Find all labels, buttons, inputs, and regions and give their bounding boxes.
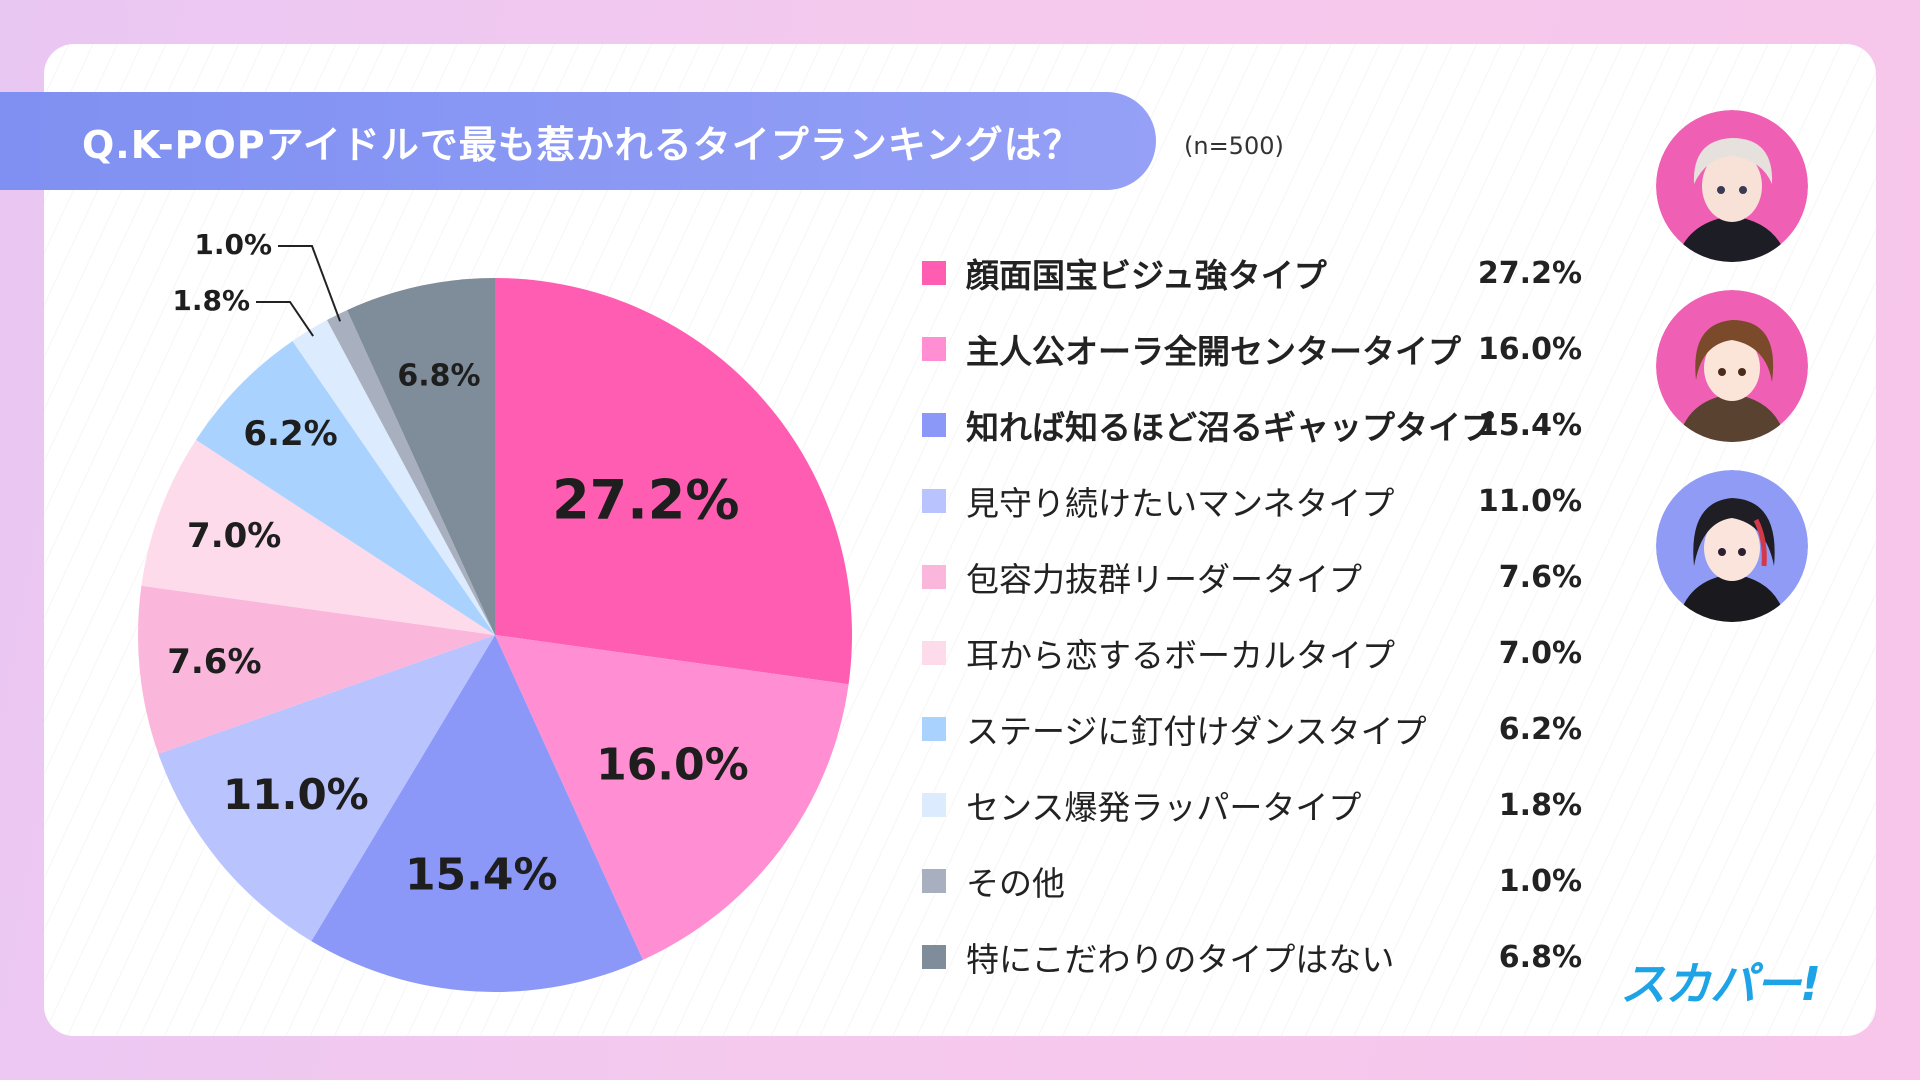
legend-item-4: 包容力抜群リーダータイプ 7.6% <box>922 539 1582 615</box>
legend-swatch <box>922 717 946 741</box>
legend-value: 6.8% <box>1498 939 1582 975</box>
pie-slice-5 <box>141 439 495 635</box>
legend-swatch <box>922 565 946 589</box>
slice-label-0: 27.2% <box>552 468 739 531</box>
silver-haired-idol-avatar <box>1656 110 1808 262</box>
legend-item-7: センス爆発ラッパータイプ 1.8% <box>922 767 1582 843</box>
slice-label-9: 6.8% <box>397 358 480 393</box>
pie-slice-6 <box>196 340 495 635</box>
legend-item-0: 顔面国宝ビジュ強タイプ 27.2% <box>922 235 1582 311</box>
slice-label-4: 7.6% <box>167 642 261 682</box>
legend-label: 顔面国宝ビジュ強タイプ <box>966 256 1327 295</box>
title-banner: Q.K-POPアイドルで最も惹かれるタイプランキングは？ <box>0 92 1156 190</box>
legend-swatch <box>922 489 946 513</box>
slice-label-5: 7.0% <box>187 516 281 556</box>
legend-label: センス爆発ラッパータイプ <box>966 788 1362 827</box>
legend-value: 1.0% <box>1498 863 1582 899</box>
legend: 顔面国宝ビジュ強タイプ 27.2% 主人公オーラ全開センタータイプ 16.0% 知れば知… <box>922 235 1582 995</box>
legend-label: 主人公オーラ全開センタータイプ <box>966 332 1461 371</box>
legend-label: 特にこだわりのタイプはない <box>966 940 1395 979</box>
legend-value: 15.4% <box>1477 407 1582 443</box>
slice-label-6: 6.2% <box>243 414 337 454</box>
legend-swatch <box>922 869 946 893</box>
leader-line-7 <box>256 301 314 337</box>
pie-slice-9 <box>347 278 495 635</box>
pie-slice-0 <box>495 278 852 685</box>
legend-value: 6.2% <box>1498 711 1582 747</box>
leader-line-8 <box>278 245 342 322</box>
legend-item-2: 知れば知るほど沼るギャップタイプ 15.4% <box>922 387 1582 463</box>
legend-item-5: 耳から恋するボーカルタイプ 7.0% <box>922 615 1582 691</box>
chart-title: Q.K-POPアイドルで最も惹かれるタイプランキングは？ <box>82 122 1082 167</box>
legend-item-8: その他 1.0% <box>922 843 1582 919</box>
legend-swatch <box>922 793 946 817</box>
legend-swatch <box>922 337 946 361</box>
legend-label: ステージに釘付けダンスタイプ <box>966 712 1427 751</box>
legend-value: 7.6% <box>1498 559 1582 595</box>
slice-label-8: 1.0% <box>194 228 272 261</box>
pie-slice-4 <box>137 585 495 754</box>
legend-swatch <box>922 945 946 969</box>
legend-item-1: 主人公オーラ全開センタータイプ 16.0% <box>922 311 1582 387</box>
slice-label-2: 15.4% <box>405 849 558 900</box>
skyperfect-logo: スカパー! <box>1620 957 1821 1011</box>
legend-item-3: 見守り続けたいマンネタイプ 11.0% <box>922 463 1582 539</box>
legend-swatch <box>922 641 946 665</box>
legend-label: 包容力抜群リーダータイプ <box>966 560 1362 599</box>
dark-haired-idol-avatar <box>1656 470 1808 622</box>
legend-label: 耳から恋するボーカルタイプ <box>966 636 1395 675</box>
legend-label: 知れば知るほど沼るギャップタイプ <box>966 408 1494 447</box>
pie-slice-8 <box>326 310 495 635</box>
legend-item-6: ステージに釘付けダンスタイプ 6.2% <box>922 691 1582 767</box>
legend-value: 1.8% <box>1498 787 1582 823</box>
slice-label-7: 1.8% <box>172 284 250 317</box>
brown-haired-idol-avatar <box>1656 290 1808 442</box>
legend-value: 16.0% <box>1477 331 1582 367</box>
legend-item-9: 特にこだわりのタイプはない 6.8% <box>922 919 1582 995</box>
legend-label: その他 <box>966 864 1065 903</box>
slice-label-1: 16.0% <box>596 739 749 790</box>
legend-swatch <box>922 413 946 437</box>
pie-slice-2 <box>311 635 643 993</box>
legend-label: 見守り続けたいマンネタイプ <box>966 484 1395 523</box>
legend-value: 27.2% <box>1477 255 1582 291</box>
slice-label-3: 11.0% <box>223 770 369 819</box>
legend-swatch <box>922 261 946 285</box>
sample-size: (n=500) <box>1184 132 1284 160</box>
legend-value: 7.0% <box>1498 635 1582 671</box>
pie-slice-7 <box>292 320 495 635</box>
pie-slice-3 <box>158 635 496 942</box>
pie-slice-1 <box>495 635 849 960</box>
legend-value: 11.0% <box>1477 483 1582 519</box>
